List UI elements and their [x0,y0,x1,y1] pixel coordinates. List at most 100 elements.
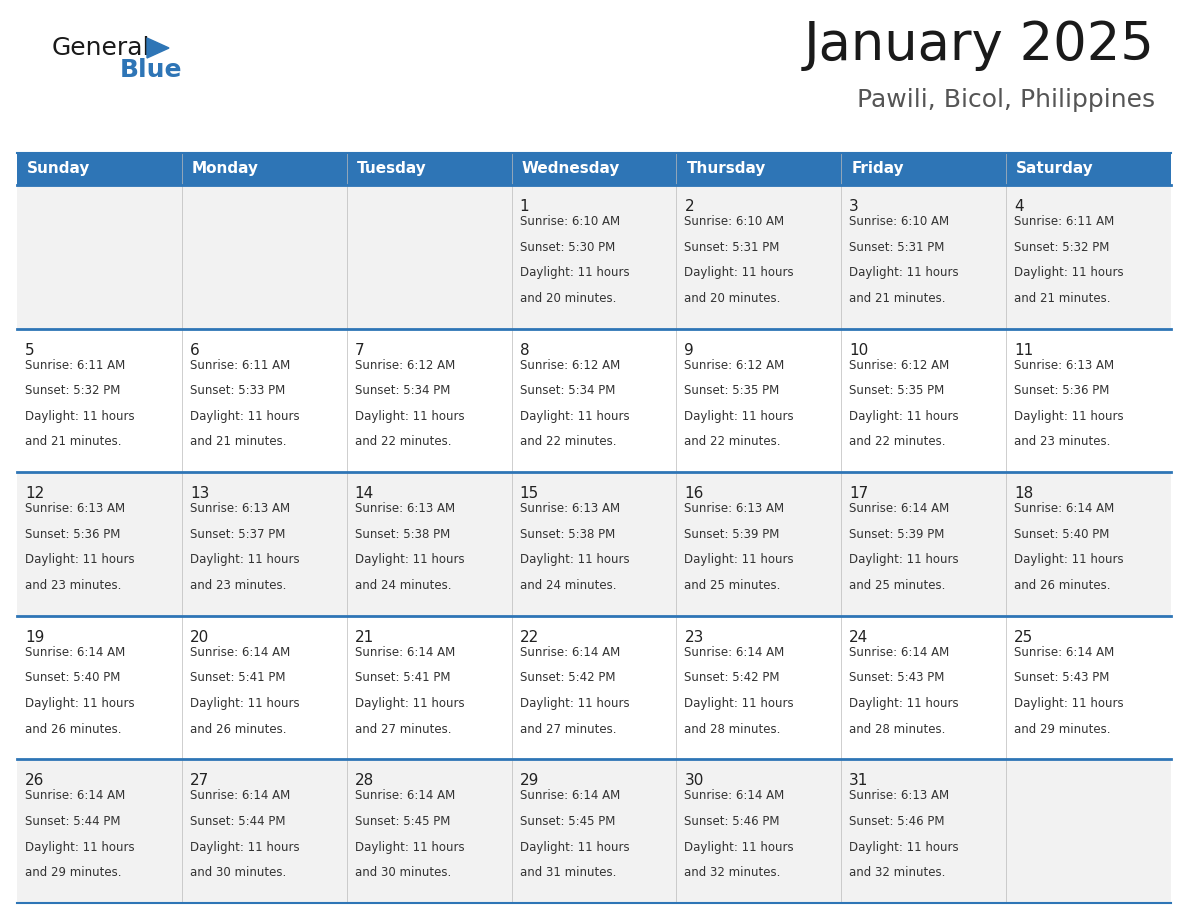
Text: 5: 5 [25,342,34,358]
Text: Sunset: 5:38 PM: Sunset: 5:38 PM [355,528,450,541]
Text: and 28 minutes.: and 28 minutes. [849,722,946,735]
Text: 25: 25 [1015,630,1034,644]
Text: Sunset: 5:36 PM: Sunset: 5:36 PM [25,528,120,541]
Text: Sunset: 5:36 PM: Sunset: 5:36 PM [1015,385,1110,397]
Text: Sunrise: 6:14 AM: Sunrise: 6:14 AM [684,789,785,802]
Text: and 27 minutes.: and 27 minutes. [519,722,617,735]
Text: Daylight: 11 hours: Daylight: 11 hours [684,409,794,423]
Text: and 23 minutes.: and 23 minutes. [25,579,121,592]
Text: Sunrise: 6:14 AM: Sunrise: 6:14 AM [25,789,125,802]
Text: Sunrise: 6:13 AM: Sunrise: 6:13 AM [355,502,455,515]
Bar [17,472,1171,616]
Text: and 21 minutes.: and 21 minutes. [25,435,121,449]
Text: Sunrise: 6:13 AM: Sunrise: 6:13 AM [849,789,949,802]
Text: Monday: Monday [191,162,259,176]
Text: 24: 24 [849,630,868,644]
Text: Thursday: Thursday [687,162,766,176]
Text: and 27 minutes.: and 27 minutes. [355,722,451,735]
Bar [347,153,512,185]
Text: and 22 minutes.: and 22 minutes. [519,435,617,449]
Text: Sunset: 5:32 PM: Sunset: 5:32 PM [25,385,120,397]
Text: 9: 9 [684,342,694,358]
Text: Sunrise: 6:14 AM: Sunrise: 6:14 AM [190,789,290,802]
Text: Daylight: 11 hours: Daylight: 11 hours [190,841,299,854]
Text: Sunrise: 6:14 AM: Sunrise: 6:14 AM [519,645,620,659]
Text: Daylight: 11 hours: Daylight: 11 hours [684,554,794,566]
Text: 6: 6 [190,342,200,358]
Text: Daylight: 11 hours: Daylight: 11 hours [849,554,959,566]
Text: Sunrise: 6:13 AM: Sunrise: 6:13 AM [25,502,125,515]
Text: and 32 minutes.: and 32 minutes. [849,867,946,879]
Text: Daylight: 11 hours: Daylight: 11 hours [1015,266,1124,279]
Text: Sunset: 5:45 PM: Sunset: 5:45 PM [519,815,615,828]
Text: and 25 minutes.: and 25 minutes. [849,579,946,592]
Text: Daylight: 11 hours: Daylight: 11 hours [519,841,630,854]
Text: 22: 22 [519,630,539,644]
Text: and 22 minutes.: and 22 minutes. [684,435,781,449]
Text: and 29 minutes.: and 29 minutes. [25,867,121,879]
Text: and 22 minutes.: and 22 minutes. [355,435,451,449]
Bar [1006,153,1171,185]
Text: Sunrise: 6:14 AM: Sunrise: 6:14 AM [684,645,785,659]
Text: 14: 14 [355,487,374,501]
Text: Sunrise: 6:14 AM: Sunrise: 6:14 AM [1015,645,1114,659]
Text: Daylight: 11 hours: Daylight: 11 hours [519,409,630,423]
Text: Daylight: 11 hours: Daylight: 11 hours [849,697,959,710]
Text: 18: 18 [1015,487,1034,501]
Text: Friday: Friday [852,162,904,176]
Text: and 30 minutes.: and 30 minutes. [190,867,286,879]
Text: and 21 minutes.: and 21 minutes. [190,435,286,449]
Bar [512,153,676,185]
Text: Sunrise: 6:10 AM: Sunrise: 6:10 AM [519,215,620,228]
Bar [182,153,347,185]
Text: Sunset: 5:40 PM: Sunset: 5:40 PM [25,671,120,685]
Text: Daylight: 11 hours: Daylight: 11 hours [355,409,465,423]
Text: 15: 15 [519,487,539,501]
Text: Daylight: 11 hours: Daylight: 11 hours [849,409,959,423]
Text: 31: 31 [849,773,868,789]
Text: and 24 minutes.: and 24 minutes. [355,579,451,592]
Text: Sunrise: 6:14 AM: Sunrise: 6:14 AM [849,645,949,659]
Text: and 23 minutes.: and 23 minutes. [190,579,286,592]
Text: 3: 3 [849,199,859,214]
Text: Daylight: 11 hours: Daylight: 11 hours [849,266,959,279]
Text: and 26 minutes.: and 26 minutes. [1015,579,1111,592]
Text: 4: 4 [1015,199,1024,214]
Text: Sunset: 5:44 PM: Sunset: 5:44 PM [190,815,285,828]
Text: Sunset: 5:41 PM: Sunset: 5:41 PM [190,671,285,685]
Text: Tuesday: Tuesday [356,162,426,176]
Polygon shape [147,38,169,58]
Text: Sunset: 5:37 PM: Sunset: 5:37 PM [190,528,285,541]
Text: Sunset: 5:43 PM: Sunset: 5:43 PM [1015,671,1110,685]
Text: Sunset: 5:31 PM: Sunset: 5:31 PM [684,241,779,253]
Text: Sunrise: 6:13 AM: Sunrise: 6:13 AM [1015,359,1114,372]
Text: Sunrise: 6:10 AM: Sunrise: 6:10 AM [849,215,949,228]
Text: Sunrise: 6:13 AM: Sunrise: 6:13 AM [519,502,620,515]
Text: 13: 13 [190,487,209,501]
Text: Sunset: 5:30 PM: Sunset: 5:30 PM [519,241,615,253]
Text: Sunset: 5:34 PM: Sunset: 5:34 PM [355,385,450,397]
Text: Sunset: 5:45 PM: Sunset: 5:45 PM [355,815,450,828]
Bar [17,616,1171,759]
Text: 27: 27 [190,773,209,789]
Text: January 2025: January 2025 [804,19,1155,71]
Text: and 26 minutes.: and 26 minutes. [190,722,286,735]
Text: and 32 minutes.: and 32 minutes. [684,867,781,879]
Bar [17,759,1171,903]
Text: Pawili, Bicol, Philippines: Pawili, Bicol, Philippines [857,88,1155,112]
Text: Sunrise: 6:11 AM: Sunrise: 6:11 AM [1015,215,1114,228]
Text: Daylight: 11 hours: Daylight: 11 hours [849,841,959,854]
Text: and 31 minutes.: and 31 minutes. [519,867,615,879]
Text: Daylight: 11 hours: Daylight: 11 hours [1015,697,1124,710]
Text: and 25 minutes.: and 25 minutes. [684,579,781,592]
Text: 12: 12 [25,487,44,501]
Text: and 23 minutes.: and 23 minutes. [1015,435,1111,449]
Text: Daylight: 11 hours: Daylight: 11 hours [355,697,465,710]
Text: Sunrise: 6:14 AM: Sunrise: 6:14 AM [355,789,455,802]
Text: 26: 26 [25,773,44,789]
Text: and 30 minutes.: and 30 minutes. [355,867,451,879]
Text: and 20 minutes.: and 20 minutes. [519,292,615,305]
Text: 1: 1 [519,199,529,214]
Text: and 22 minutes.: and 22 minutes. [849,435,946,449]
Text: 28: 28 [355,773,374,789]
